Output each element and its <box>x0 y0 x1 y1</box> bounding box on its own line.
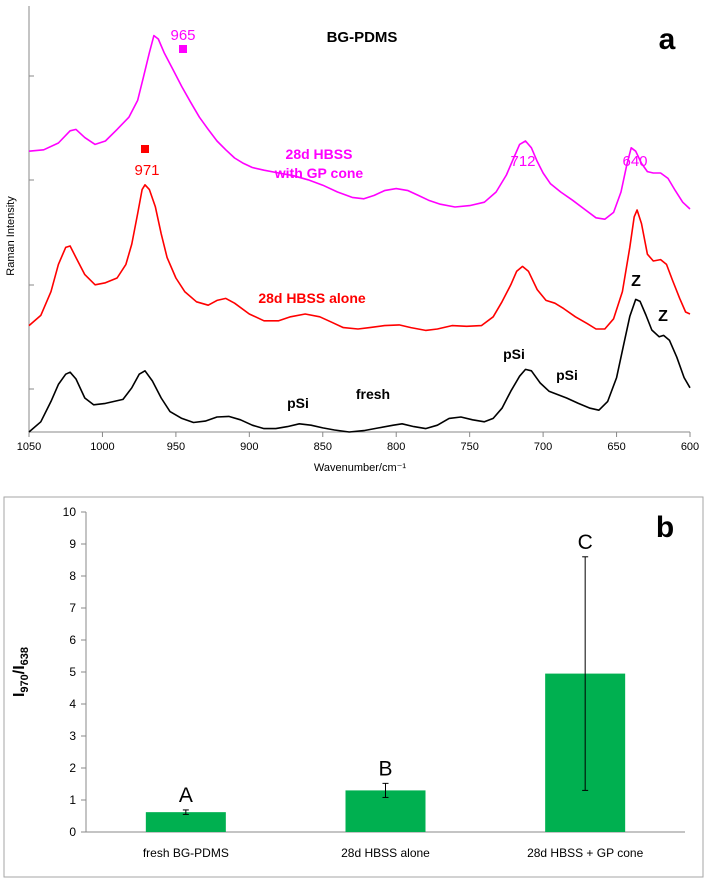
series-label-gp-line2: with GP cone <box>274 165 364 181</box>
panel-a-y-axis-title: Raman Intensity <box>5 196 17 276</box>
panel-a-x-axis-title: Wavenumber/cm⁻¹ <box>314 462 407 474</box>
panel-a-y-axis <box>28 6 34 432</box>
series-label-hbss-alone: 28d HBSS alone <box>258 290 366 306</box>
series-label-gp-line1: 28d HBSS <box>286 146 353 162</box>
category-label: 28d HBSS alone <box>341 846 430 860</box>
bar <box>145 812 226 832</box>
category-label: 28d HBSS + GP cone <box>527 846 644 860</box>
band-label-psi: pSi <box>556 367 578 383</box>
panel-a-x-tick-label: 750 <box>460 441 478 453</box>
spectrum-fresh <box>28 298 691 433</box>
ylabel-sub2: 638 <box>19 647 31 665</box>
category-label: fresh BG-PDMS <box>143 846 229 860</box>
panel-b-y-ticks: 0 1 2 3 4 5 6 7 8 9 10 <box>63 505 86 839</box>
panel-a-x-tick-label: 700 <box>534 441 552 453</box>
panel-b-y-tick-label: 2 <box>69 761 76 775</box>
panel-b-y-tick-label: 5 <box>69 665 76 679</box>
significance-label: C <box>578 531 593 554</box>
panel-b-y-tick-label: 8 <box>69 569 76 583</box>
peak-marker-971 <box>141 145 149 153</box>
panel-b-y-tick-label: 9 <box>69 537 76 551</box>
peak-label-965: 965 <box>170 27 195 44</box>
panel-a-x-tick-label: 650 <box>607 441 625 453</box>
panel-b-y-axis-title: I970/I638 <box>11 647 31 697</box>
panel-b-letter: b <box>656 511 674 544</box>
ylabel-sub1: 970 <box>19 674 31 692</box>
panel-b-frame <box>3 496 704 878</box>
ylabel-main: I <box>11 693 28 697</box>
significance-label: A <box>179 784 193 807</box>
panel-b-y-tick-label: 0 <box>69 825 76 839</box>
panel-a-x-ticks: 1050 1000 950 900 850 800 750 700 650 600 <box>17 432 699 453</box>
peak-label-640: 640 <box>622 153 647 170</box>
significance-label: B <box>378 757 392 780</box>
band-label-psi: pSi <box>287 395 309 411</box>
panel-b-y-tick-label: 7 <box>69 601 76 615</box>
spectrum-28d-hbss-gp-cone <box>28 34 691 220</box>
spectrum-28d-hbss-alone <box>28 184 691 332</box>
series-label-fresh: fresh <box>356 386 390 402</box>
band-label-z: Z <box>631 273 641 290</box>
panel-b-y-tick-label: 3 <box>69 729 76 743</box>
panel-a-x-tick-label: 900 <box>240 441 258 453</box>
panel-b-y-tick-label: 6 <box>69 633 76 647</box>
peak-label-712: 712 <box>510 153 535 170</box>
band-label-z: Z <box>658 308 668 325</box>
panel-b-y-tick-label: 1 <box>69 793 76 807</box>
ylabel-sep: /I <box>11 665 28 674</box>
band-label-psi: pSi <box>503 346 525 362</box>
panel-a: 1050 1000 950 900 850 800 750 700 650 600 Raman I… <box>5 6 699 474</box>
panel-a-x-tick-label: 1050 <box>17 441 41 453</box>
peak-label-971: 971 <box>134 162 159 179</box>
panel-a-x-tick-label: 950 <box>167 441 185 453</box>
panel-b-y-tick-label: 4 <box>69 697 76 711</box>
peak-marker-965 <box>179 45 187 53</box>
panel-b-y-tick-label: 10 <box>63 505 77 519</box>
panel-a-x-tick-label: 1000 <box>90 441 114 453</box>
panel-a-x-tick-label: 800 <box>387 441 405 453</box>
panel-a-x-tick-label: 850 <box>314 441 332 453</box>
panel-a-x-tick-label: 600 <box>681 441 699 453</box>
panel-a-spectra <box>28 34 691 433</box>
panel-a-letter: a <box>659 23 676 56</box>
panel-a-title: BG-PDMS <box>327 29 398 46</box>
